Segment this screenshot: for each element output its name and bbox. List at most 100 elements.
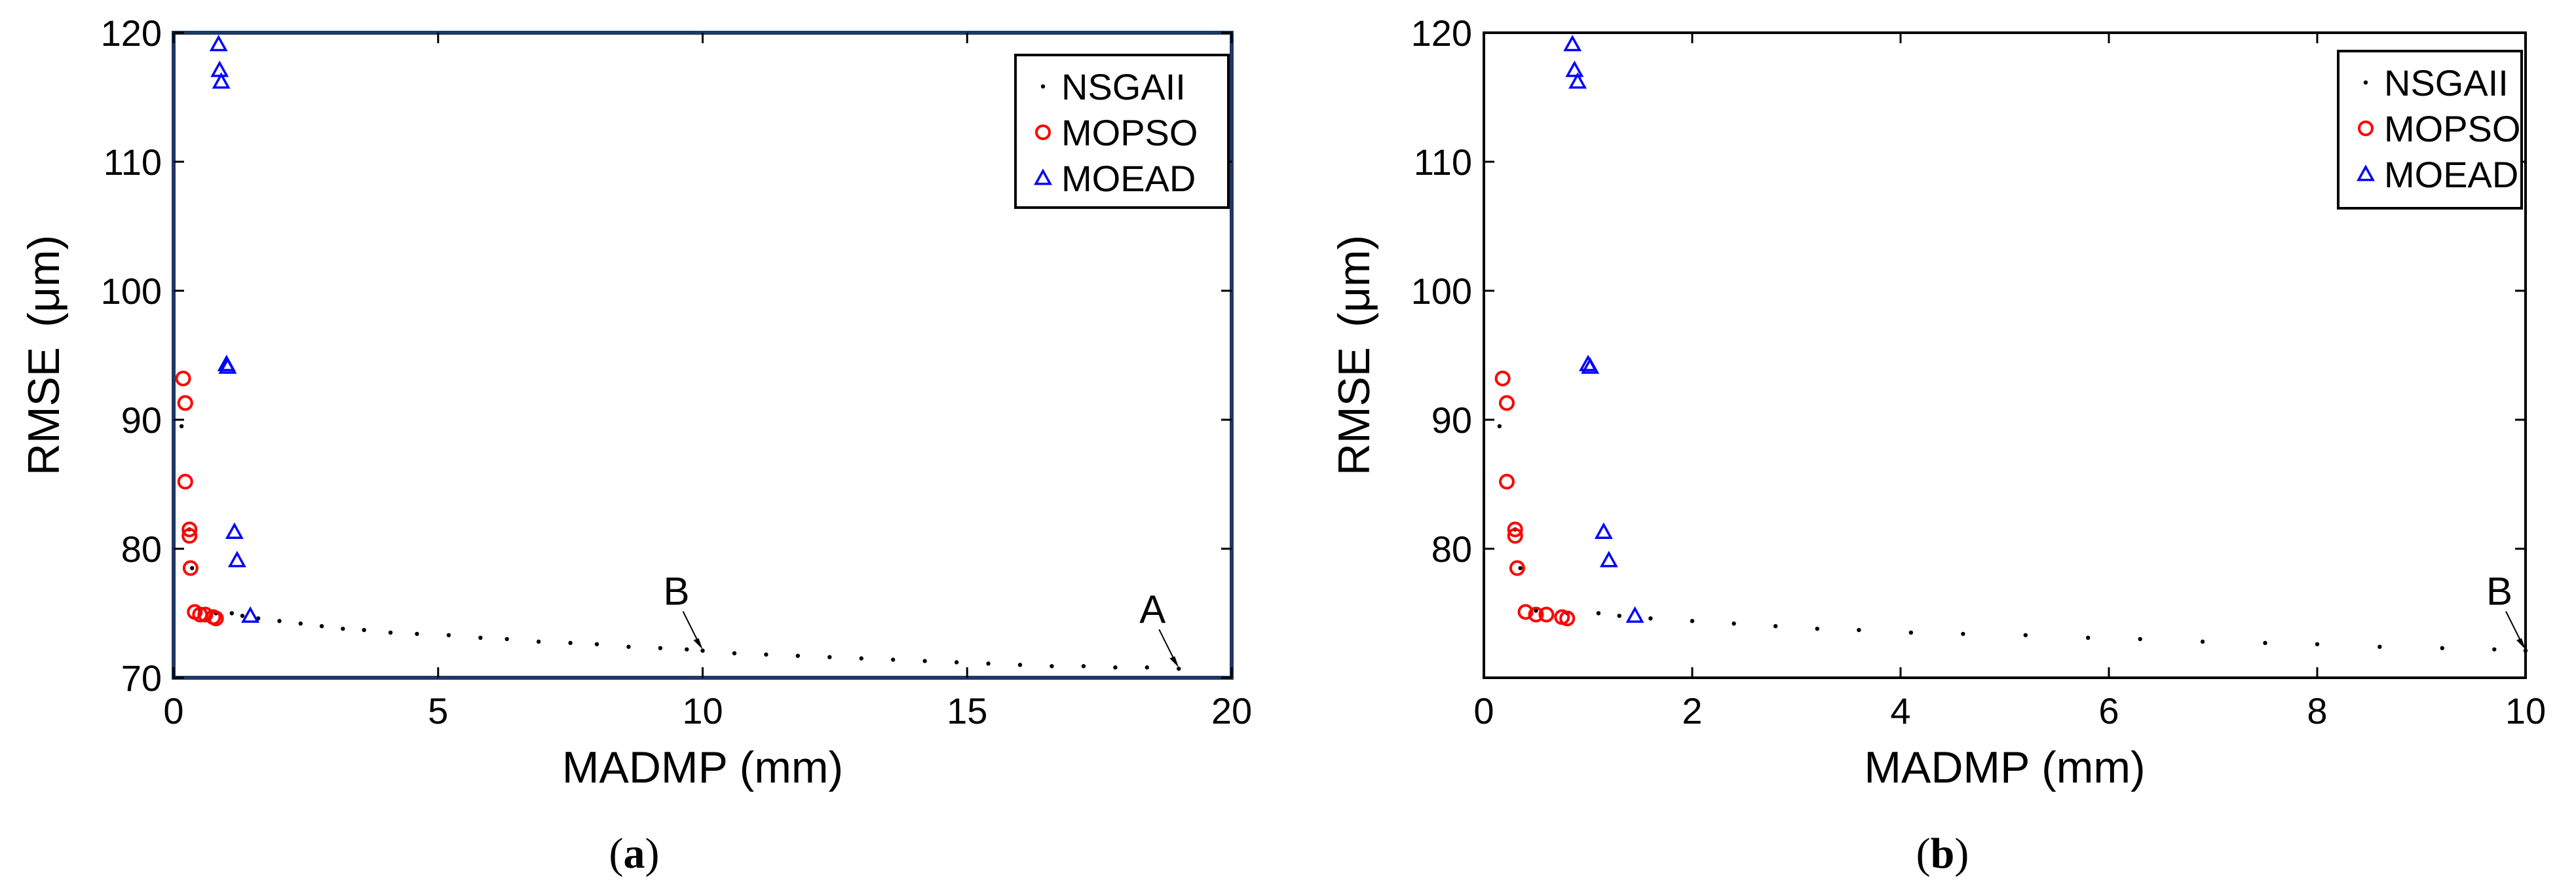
x-tick-label: 20 xyxy=(1211,690,1252,731)
y-tick-label: 120 xyxy=(101,12,162,54)
y-axis-label: RMSE (μm) xyxy=(19,235,69,476)
nsgaii-point xyxy=(2023,633,2028,638)
annotation-arrowhead xyxy=(1169,656,1179,668)
moead-point xyxy=(1568,72,1587,89)
x-axis-label: MADMP (mm) xyxy=(562,743,843,792)
nsgaii-point xyxy=(1177,667,1181,671)
nsgaii-point xyxy=(594,642,599,646)
nsgaii-point xyxy=(1113,665,1118,670)
moead-point xyxy=(225,522,244,539)
nsgaii-point xyxy=(1961,631,1965,637)
panel-b: 0 2 4 6 8 10 80 90 100 110 120 MADMP (mm) RMSE (μm) B N… xyxy=(1329,12,2546,877)
annotation-arrowhead xyxy=(693,638,703,650)
caption-open: ( xyxy=(1916,830,1931,877)
nsgaii-point xyxy=(1017,663,1023,667)
nsgaii-point xyxy=(298,621,303,626)
y-tick-label: 110 xyxy=(1414,141,1472,183)
nsgaii-point xyxy=(732,651,737,655)
x-tick-label: 5 xyxy=(428,690,448,731)
mopso-point xyxy=(1498,473,1515,490)
x-tick-label: 10 xyxy=(682,690,723,731)
nsgaii-point xyxy=(1732,621,1736,626)
mopso-point xyxy=(177,473,193,490)
moead-point xyxy=(1599,551,1618,568)
legend-label-moead: MOEAD xyxy=(1061,158,1196,199)
mopso-point xyxy=(181,521,198,538)
nsgaii-point xyxy=(1145,665,1150,670)
x-tick-label: 10 xyxy=(2505,690,2546,731)
y-tick-label: 80 xyxy=(1431,528,1472,570)
nsgaii-point xyxy=(446,633,451,638)
x-tick-label: 8 xyxy=(2307,690,2327,731)
nsgaii-point xyxy=(415,631,419,637)
legend-mopso-icon xyxy=(2358,120,2374,136)
legend-label-nsgaii: NSGAII xyxy=(1061,66,1186,107)
y-tick-label: 90 xyxy=(1431,399,1472,441)
nsgaii-point xyxy=(478,635,483,640)
moead-point xyxy=(1565,60,1584,77)
caption-letter: b xyxy=(1931,830,1955,877)
y-axis-label-text: RMSE xyxy=(1329,347,1379,475)
nsgaii-point xyxy=(1081,664,1086,669)
mopso-point xyxy=(181,528,198,544)
x-tick-label: 2 xyxy=(1682,690,1702,731)
legend-box xyxy=(2337,50,2523,210)
nsgaii-point xyxy=(1534,608,1538,613)
nsgaii-point xyxy=(2315,642,2320,646)
caption-close: ) xyxy=(645,830,660,877)
panel-a: 0 5 10 15 20 70 80 90 100 110 120 MADMP (mm) RMSE (μm… xyxy=(19,12,1252,877)
legend-box xyxy=(1014,54,1230,209)
mopso-point xyxy=(1517,604,1534,620)
moead-point xyxy=(218,357,237,374)
panel-caption: (a) xyxy=(609,830,660,877)
nsgaii-point xyxy=(2492,647,2497,652)
nsgaii-point xyxy=(1815,626,1819,631)
nsgaii-point xyxy=(2440,646,2444,650)
annotation-arrowhead xyxy=(2516,638,2526,650)
nsgaii-point xyxy=(504,637,509,642)
nsgaii-point xyxy=(179,424,184,429)
nsgaii-point xyxy=(362,627,366,633)
nsgaii-point xyxy=(827,655,832,659)
caption-letter: a xyxy=(624,830,645,877)
nsgaii-point xyxy=(859,656,863,661)
x-tick-label: 15 xyxy=(947,690,987,731)
nsgaii-point xyxy=(190,566,195,570)
nsgaii-point xyxy=(795,654,801,658)
y-tick-label: 70 xyxy=(121,657,162,699)
nsgaii-point xyxy=(2086,635,2091,640)
nsgaii-point xyxy=(700,648,705,653)
nsgaii-point xyxy=(341,626,345,631)
nsgaii-point xyxy=(764,652,768,657)
legend-label-mopso: MOPSO xyxy=(2384,108,2520,149)
legend-nsgaii-icon xyxy=(2363,80,2368,85)
nsgaii-point xyxy=(2523,648,2528,653)
moead-point xyxy=(209,35,228,52)
nsgaii-point xyxy=(240,614,245,618)
nsgaii-point xyxy=(277,619,282,623)
caption-open: ( xyxy=(609,830,624,877)
nsgaii-point xyxy=(319,624,324,629)
nsgaii-point xyxy=(891,657,896,662)
caption-close: ) xyxy=(1954,830,1969,877)
moead-point xyxy=(241,606,260,623)
nsgaii-point xyxy=(2263,640,2267,646)
x-tick-label: 6 xyxy=(2098,690,2119,731)
mopso-point xyxy=(1559,610,1576,627)
y-tick-label: 100 xyxy=(101,270,162,312)
nsgaii-point xyxy=(1617,614,1621,618)
x-tick-label: 0 xyxy=(163,690,183,731)
x-axis-label: MADMP (mm) xyxy=(1864,743,2145,792)
y-tick-label: 100 xyxy=(1411,270,1472,312)
annotation-a: A xyxy=(1139,587,1165,631)
nsgaii-point xyxy=(1518,566,1523,570)
moead-point xyxy=(1625,606,1644,623)
nsgaii-point xyxy=(1497,424,1502,429)
legend-moead-icon xyxy=(2357,164,2375,181)
nsgaii-point xyxy=(536,639,541,644)
legend-label-nsgaii: NSGAII xyxy=(2384,62,2509,103)
mopso-point xyxy=(1507,521,1523,538)
mopso-point xyxy=(1498,395,1515,411)
y-axis-label-unit: (μm) xyxy=(19,235,69,327)
